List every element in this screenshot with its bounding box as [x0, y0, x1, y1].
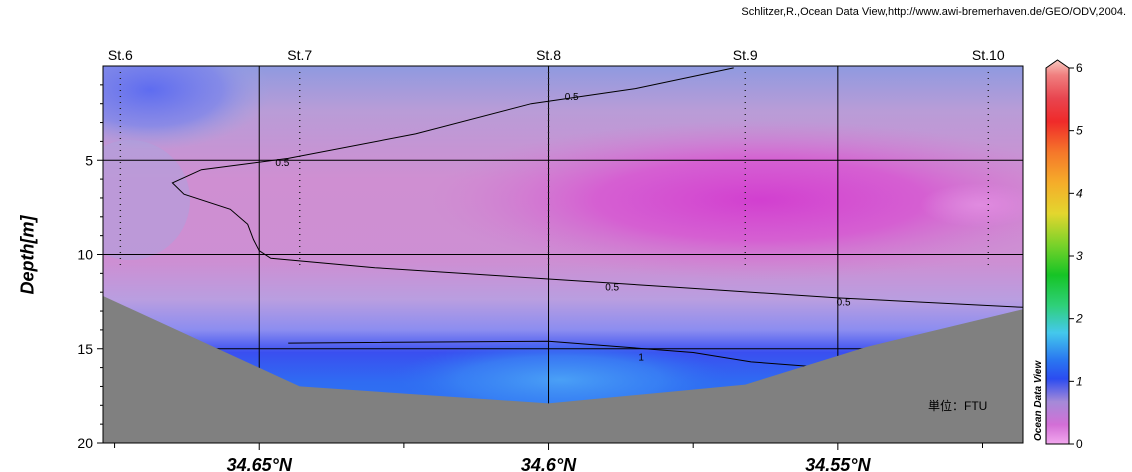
station-label: St.7	[287, 47, 312, 63]
y-tick-label: 5	[85, 152, 93, 168]
x-tick-label: 34.6°N	[521, 455, 577, 472]
unit-label: 単位：FTU	[928, 398, 987, 413]
x-tick-label: 34.65°N	[227, 455, 293, 472]
contour-label: 0.5	[565, 92, 579, 103]
contour-label: 0.5	[275, 158, 289, 169]
contour-lines: 0.5 0.5 0.5 0.5 1	[171, 67, 1024, 369]
colorbar-scale	[1045, 59, 1070, 445]
colorbar-tick-label: 5	[1076, 124, 1083, 138]
y-tick-label: 20	[77, 435, 93, 451]
contour-line-1	[288, 340, 827, 369]
x-tick-label: 34.55°N	[805, 455, 871, 472]
station-label: St.6	[108, 47, 133, 63]
credit-text: Schlitzer,R.,Ocean Data View,http://www.…	[741, 6, 1126, 18]
contour-label: 1	[638, 352, 644, 363]
station-markers: St.6 St.7 St.8 St.9 St.10	[108, 47, 1005, 270]
colorbar-tick-label: 1	[1076, 374, 1083, 388]
colorbar-tick-label: 4	[1076, 186, 1083, 200]
contour-label: 0.5	[837, 298, 851, 309]
station-label: St.9	[733, 47, 758, 63]
y-tick-label: 10	[77, 247, 93, 263]
colorbar-tick-label: 6	[1076, 61, 1083, 75]
colorbar-tick-label: 0	[1076, 437, 1083, 451]
station-label: St.8	[536, 47, 561, 63]
colorbar-tick-label: 3	[1076, 249, 1083, 263]
contour-line-0.5	[171, 67, 1024, 308]
contour-label: 0.5	[605, 283, 619, 294]
axes: 34.65°N 34.6°N 34.55°N 5 10 15 20	[77, 84, 983, 472]
colorbar: 0 1 2 3 4 5 6	[1045, 59, 1083, 451]
bottom-polygon	[103, 296, 1023, 443]
y-tick-label: 15	[77, 341, 93, 357]
station-label: St.10	[972, 47, 1005, 63]
colorbar-tick-label: 2	[1075, 312, 1083, 326]
colorbar-label: Ocean Data View	[1033, 360, 1044, 441]
seafloor-bottom	[103, 296, 1023, 443]
